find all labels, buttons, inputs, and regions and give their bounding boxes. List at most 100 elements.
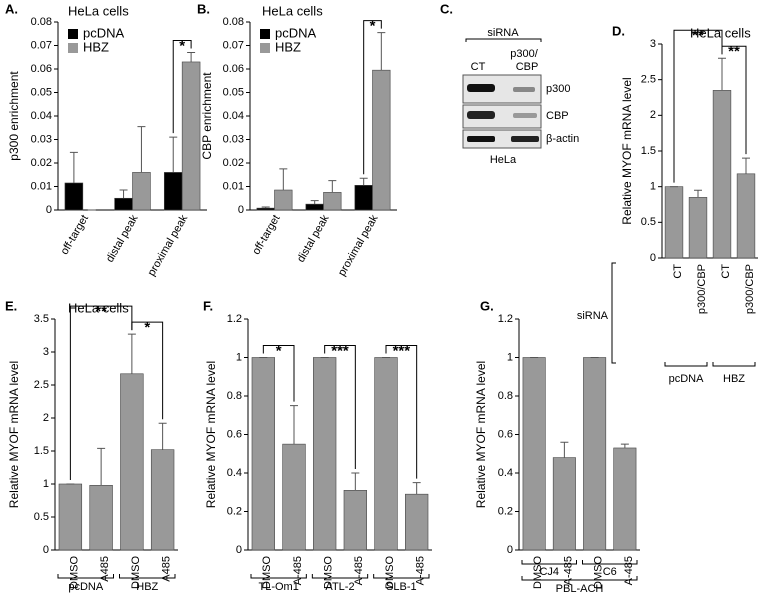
significance-label: * xyxy=(144,319,150,336)
panel-label: A. xyxy=(5,1,18,16)
y-tick-label: 1.2 xyxy=(227,313,242,325)
y-axis-label: Relative MYOF mRNA level xyxy=(7,361,21,508)
y-axis-label: CBP enrichment xyxy=(200,72,214,160)
group-bracket xyxy=(119,574,176,579)
blot-strip xyxy=(462,129,542,149)
y-tick-label: 0.02 xyxy=(31,157,52,169)
chart-title: HeLa cells xyxy=(262,3,323,18)
bar xyxy=(181,61,201,211)
panel-label: D. xyxy=(612,23,625,38)
y-tick-label: 0.05 xyxy=(223,86,244,98)
legend-label: HBZ xyxy=(275,39,301,54)
x-tick-label: A485 xyxy=(161,556,173,582)
significance-bracket xyxy=(721,45,747,155)
lane-label: CBP xyxy=(516,61,539,73)
supergroup-bracket xyxy=(521,576,638,581)
y-tick-label: 0 xyxy=(650,252,656,264)
blot-caption: HeLa xyxy=(490,154,517,166)
error-bar xyxy=(377,32,386,71)
header-bracket xyxy=(465,38,542,42)
western-blot: C. siRNA CT p300/ CBP p300 CBP β-actin H… xyxy=(440,1,579,165)
band xyxy=(467,111,495,119)
legend-label: HBZ xyxy=(83,39,109,54)
x-tick-label: DMSO xyxy=(384,556,396,589)
y-tick-label: 2.5 xyxy=(641,74,656,86)
x-tick-label: p300/CBP xyxy=(744,264,756,314)
significance-bracket xyxy=(262,345,295,402)
error-bar xyxy=(310,200,319,205)
y-tick-label: 1 xyxy=(236,351,242,363)
y-tick-label: 0.06 xyxy=(223,63,244,75)
error-bar xyxy=(169,136,178,173)
blot-strip xyxy=(462,104,542,129)
significance-label: *** xyxy=(393,342,411,359)
panel-label: E. xyxy=(5,298,17,313)
bar xyxy=(372,69,391,211)
significance-label: ** xyxy=(692,27,704,44)
bar xyxy=(688,197,708,259)
y-tick-label: 0 xyxy=(43,544,49,556)
significance-bracket xyxy=(673,29,723,183)
error-bar xyxy=(328,180,337,193)
group-label: TL-Om1 xyxy=(258,581,298,593)
group-label: pcDNA xyxy=(68,581,104,593)
group-label: HBZ xyxy=(136,581,158,593)
error-bar xyxy=(694,189,702,198)
legend-swatch xyxy=(68,29,78,39)
group-label: SLB-1 xyxy=(386,581,417,593)
panel-label: G. xyxy=(480,298,494,313)
x-tick-label: CT xyxy=(672,264,684,279)
x-tick-label: A485 xyxy=(99,556,111,582)
error-bar xyxy=(187,52,196,62)
y-tick-label: 1.5 xyxy=(641,145,656,157)
bar xyxy=(712,90,732,259)
significance-label: *** xyxy=(331,342,349,359)
row-label: CBP xyxy=(546,110,569,122)
bar xyxy=(323,192,342,211)
band xyxy=(513,87,535,92)
y-tick-label: 1 xyxy=(507,351,513,363)
y-tick-label: 0.6 xyxy=(227,428,242,440)
y-tick-label: 0.02 xyxy=(223,157,244,169)
significance-label: * xyxy=(276,342,282,359)
bar xyxy=(354,185,373,211)
error-bar xyxy=(137,126,146,173)
y-axis-label: Relative MYOF mRNA level xyxy=(474,361,488,508)
y-tick-label: 0.4 xyxy=(498,467,513,479)
row-label: siRNA xyxy=(577,310,609,322)
x-tick-label: DMSO xyxy=(68,556,80,589)
y-tick-label: 3 xyxy=(43,346,49,358)
y-tick-label: 0.2 xyxy=(498,505,513,517)
x-tick-label: CT xyxy=(720,264,732,279)
group-label: CJ4 xyxy=(539,566,559,578)
supergroup-label: PBL-ACH xyxy=(556,583,604,593)
y-tick-label: 1 xyxy=(43,478,49,490)
y-tick-label: 0.07 xyxy=(31,39,52,51)
chart-title: HeLa cells xyxy=(68,3,129,18)
significance-bracket xyxy=(363,20,382,175)
error-bar xyxy=(279,168,288,191)
panel-label: C. xyxy=(440,1,453,16)
bar xyxy=(120,373,144,551)
y-tick-label: 0 xyxy=(507,544,513,556)
error-bar xyxy=(718,57,726,91)
panel-label: F. xyxy=(203,298,213,313)
y-tick-label: 0.2 xyxy=(227,505,242,517)
legend-swatch xyxy=(260,29,270,39)
bar xyxy=(736,173,756,259)
x-tick-label: proximal peak xyxy=(336,213,381,279)
y-tick-label: 0.03 xyxy=(223,133,244,145)
bar xyxy=(374,357,398,551)
bar xyxy=(89,485,113,551)
x-tick-label: off-target xyxy=(250,213,282,257)
bar xyxy=(58,483,83,551)
error-bar xyxy=(119,189,128,199)
y-tick-label: 0.4 xyxy=(227,467,242,479)
error-bar xyxy=(351,472,360,491)
bar xyxy=(64,182,84,211)
panel-label: B. xyxy=(197,1,210,16)
group-bracket xyxy=(664,362,708,367)
group-bracket xyxy=(250,574,307,579)
group-label: pcDNA xyxy=(669,373,705,385)
significance-bracket xyxy=(69,305,133,480)
